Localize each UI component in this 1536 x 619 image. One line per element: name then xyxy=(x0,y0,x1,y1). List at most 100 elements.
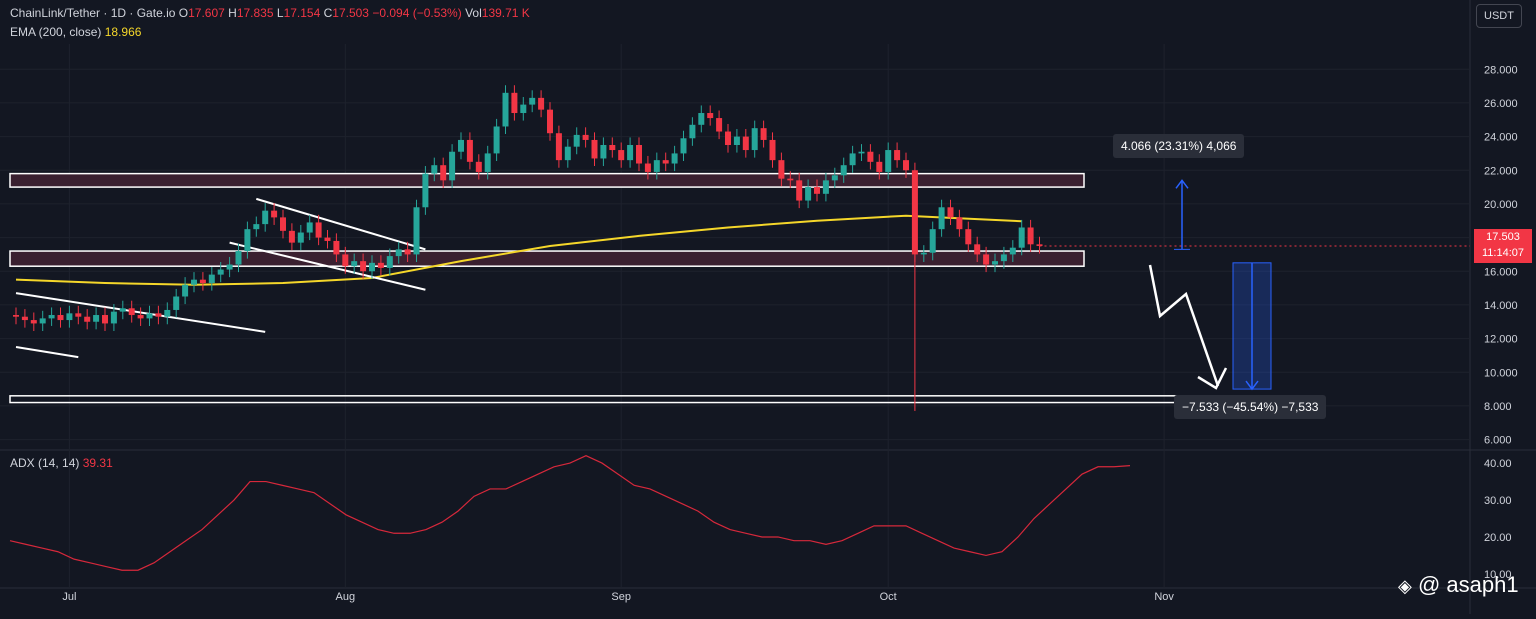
candle-body xyxy=(965,229,972,245)
candle-body xyxy=(226,264,233,270)
candle-body xyxy=(431,165,438,174)
low-value: 17.154 xyxy=(283,6,321,20)
price-tick-label: 20.000 xyxy=(1484,199,1518,211)
level-resistance-zone xyxy=(9,172,1085,188)
open-label: O xyxy=(178,6,189,20)
candle-body xyxy=(814,187,820,194)
candle-body xyxy=(742,136,749,151)
symbol-legend: ChainLink/Tether · 1D · Gate.io O17.607 … xyxy=(10,6,530,20)
candle-body xyxy=(493,126,500,154)
candle-body xyxy=(484,153,491,172)
candle-body xyxy=(600,145,607,159)
time-tick-label: Sep xyxy=(611,591,631,603)
candle-body xyxy=(271,210,278,218)
candle-body xyxy=(680,138,687,154)
candle-body xyxy=(458,139,464,152)
close-value: 17.503 xyxy=(332,6,369,20)
watermark: ◈ @ asaph1 xyxy=(1398,572,1519,598)
trend-line xyxy=(256,197,426,251)
candle-body xyxy=(288,230,295,243)
candle-body xyxy=(671,153,678,164)
candle-body xyxy=(110,311,117,324)
candle-body xyxy=(938,207,945,230)
adx-value: 39.31 xyxy=(82,456,113,470)
adx-line xyxy=(9,455,1131,571)
candle-body xyxy=(653,160,660,172)
ema-value: 18.966 xyxy=(104,25,142,39)
candle-body xyxy=(217,269,224,275)
candle-body xyxy=(164,309,171,317)
candle-body xyxy=(716,118,723,132)
measure-up-arrowhead xyxy=(1175,179,1189,189)
candle-body xyxy=(778,160,785,179)
candle-body xyxy=(351,261,358,267)
candle-body xyxy=(947,207,954,218)
price-tick-label: 16.000 xyxy=(1484,266,1518,278)
candle-body xyxy=(235,251,242,265)
candle-body xyxy=(84,316,91,322)
candle-body xyxy=(618,150,625,161)
candle-body xyxy=(93,315,100,322)
candle-body xyxy=(208,274,215,284)
candle-body xyxy=(1000,254,1007,262)
candle-body xyxy=(707,113,714,119)
candle-body xyxy=(956,217,963,230)
adx-tick-label: 40.00 xyxy=(1484,458,1512,470)
candle-body xyxy=(698,113,705,125)
candle-body xyxy=(929,229,936,253)
candle-body xyxy=(182,284,189,297)
candle-body xyxy=(466,139,473,162)
candle-body xyxy=(974,244,981,255)
change-value: −0.094 (−0.53%) xyxy=(372,6,462,20)
price-tick-label: 28.000 xyxy=(1484,64,1518,76)
last-price-tag: 17.503 11:14:07 xyxy=(1474,229,1532,263)
candle-body xyxy=(395,249,402,257)
candle-body xyxy=(155,313,162,317)
projection-arrowhead xyxy=(1197,367,1228,390)
close-label: C xyxy=(323,6,333,20)
candle-body xyxy=(591,139,598,159)
ema-legend: EMA (200, close) 18.966 xyxy=(10,25,141,39)
candle-body xyxy=(173,296,180,310)
candle-body xyxy=(199,279,206,284)
logo-icon: ◈ xyxy=(1398,576,1412,596)
candle-body xyxy=(547,109,553,134)
adx-legend: ADX (14, 14) 39.31 xyxy=(10,456,113,470)
candle-body xyxy=(849,153,856,166)
candle-body xyxy=(840,165,847,176)
candle-body xyxy=(733,136,740,145)
candle-body xyxy=(137,315,144,319)
candle-body xyxy=(1009,247,1016,255)
time-tick-label: Oct xyxy=(880,591,897,603)
candle-body xyxy=(689,124,696,139)
price-tick-label: 24.000 xyxy=(1484,132,1518,144)
candle-body xyxy=(609,145,616,151)
measure-up-label: 4.066 (23.31%) 4,066 xyxy=(1113,134,1245,158)
candle-body xyxy=(66,313,73,321)
candle-body xyxy=(644,163,651,172)
candle-body xyxy=(885,150,892,172)
candle-body xyxy=(1036,244,1043,246)
price-tick-label: 14.000 xyxy=(1484,300,1518,312)
open-value: 17.607 xyxy=(188,6,225,20)
candle-body xyxy=(119,308,126,312)
candle-body xyxy=(751,128,758,151)
trend-line xyxy=(229,241,426,291)
time-tick-label: Jul xyxy=(62,591,76,603)
candle-body xyxy=(360,261,367,272)
candle-body xyxy=(324,237,331,241)
ema-label: EMA (200, close) xyxy=(10,25,102,39)
price-tick-label: 22.000 xyxy=(1484,165,1518,177)
currency-button[interactable]: USDT xyxy=(1476,4,1522,28)
candle-body xyxy=(191,279,197,285)
candle-body xyxy=(822,180,829,194)
candle-body xyxy=(262,210,269,225)
measure-down-label: −7.533 (−45.54%) −7,533 xyxy=(1174,395,1327,419)
candle-body xyxy=(342,254,349,267)
candle-body xyxy=(30,320,37,324)
price-tick-label: 10.000 xyxy=(1484,367,1518,379)
adx-tick-label: 30.00 xyxy=(1484,495,1512,507)
